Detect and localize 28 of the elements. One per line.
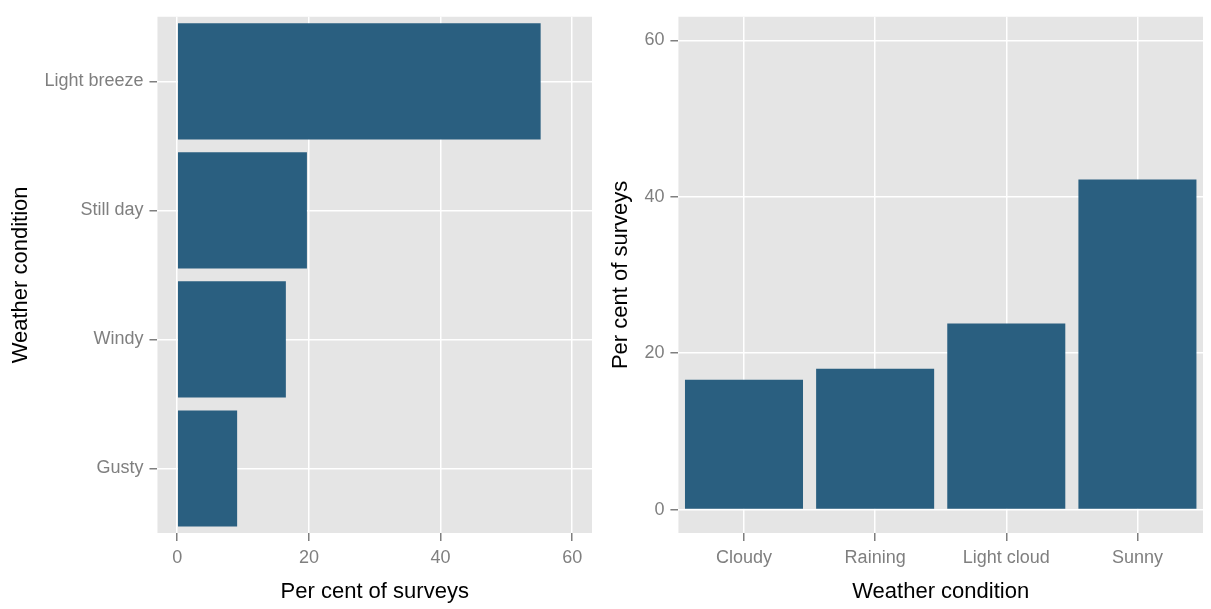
x-axis-title: Weather condition — [852, 577, 1030, 603]
x-tick-label: 40 — [430, 546, 451, 567]
x-tick-label: Cloudy — [715, 546, 773, 567]
y-axis-title: Per cent of surveys — [607, 180, 633, 370]
bar — [177, 23, 541, 140]
x-tick-label: Sunny — [1111, 546, 1163, 567]
x-tick-label: 60 — [562, 546, 583, 567]
x-tick-label: Light cloud — [962, 546, 1050, 567]
y-tick-label: 0 — [654, 498, 665, 519]
y-tick-label: Windy — [93, 328, 144, 349]
x-tick-label: 0 — [172, 546, 183, 567]
x-axis-title: Per cent of surveys — [280, 577, 469, 603]
x-tick-label: 20 — [298, 546, 319, 567]
bar — [1078, 179, 1197, 509]
bar — [684, 379, 804, 509]
y-tick-label: 40 — [644, 185, 665, 206]
bar — [816, 368, 935, 509]
y-tick-label: Still day — [80, 199, 144, 220]
bar — [177, 410, 238, 527]
y-tick-label: 20 — [644, 342, 665, 363]
y-tick-label: Gusty — [96, 457, 144, 478]
bar — [947, 323, 1066, 509]
bar — [177, 281, 286, 398]
y-tick-label: 60 — [644, 29, 665, 50]
bar — [177, 152, 307, 269]
y-axis-title: Weather condition — [7, 186, 33, 364]
x-tick-label: Raining — [844, 546, 906, 567]
y-tick-label: Light breeze — [44, 70, 144, 91]
